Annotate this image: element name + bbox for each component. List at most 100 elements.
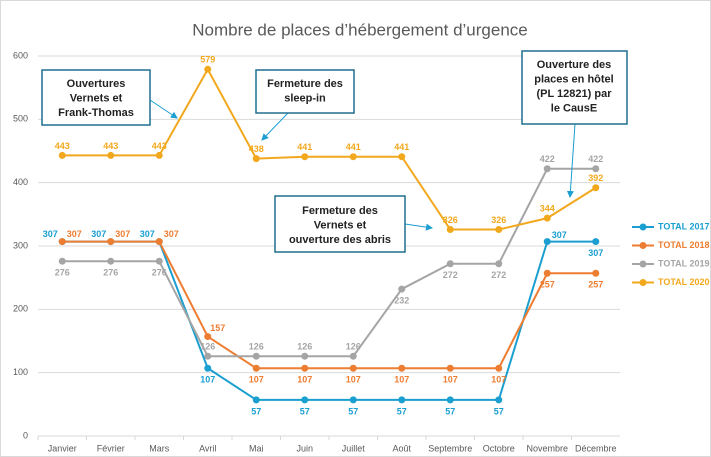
data-point [349, 352, 357, 360]
data-label: 443 [55, 141, 70, 151]
data-point [107, 257, 115, 265]
data-point [398, 153, 406, 161]
y-tick-label: 300 [13, 240, 28, 250]
data-point [592, 269, 600, 277]
legend-label: TOTAL 2017 [658, 221, 710, 231]
annotation-text: places en hôtel [534, 73, 613, 85]
data-point [398, 364, 406, 372]
legend-swatch [639, 242, 647, 249]
x-tick-label: Mars [149, 443, 169, 453]
annotation-text: Ouverture des [537, 59, 612, 71]
data-label: 276 [55, 268, 70, 278]
data-point [204, 352, 212, 360]
data-label: 157 [210, 323, 225, 333]
x-tick-label: Juin [296, 443, 313, 453]
data-label: 422 [540, 154, 555, 164]
data-label: 422 [588, 154, 603, 164]
data-point [446, 396, 454, 404]
data-label: 107 [200, 375, 215, 385]
data-point [349, 364, 357, 372]
legend-swatch [639, 260, 647, 268]
data-point [543, 165, 551, 173]
annotation-box [274, 195, 406, 253]
legend: TOTAL 2017 TOTAL 2018 TOTAL 2019 TOTAL 2020 [632, 221, 710, 287]
data-point [349, 396, 357, 404]
data-point [155, 238, 163, 246]
x-tick-label: Février [97, 443, 125, 453]
annotations: Ouvertures Vernets et Frank-Thomas Fermetur… [41, 50, 628, 253]
data-label: 107 [491, 375, 506, 385]
data-label: 272 [443, 270, 458, 280]
data-label: 326 [491, 215, 506, 225]
data-label: 232 [394, 295, 409, 305]
data-label: 307 [164, 229, 179, 239]
y-tick-label: 0 [23, 430, 28, 440]
data-point [543, 214, 551, 222]
data-point [446, 226, 454, 234]
data-point [398, 285, 406, 293]
legend-label: TOTAL 2019 [658, 258, 710, 268]
y-tick-label: 500 [13, 114, 28, 124]
data-point [495, 364, 503, 372]
data-point [252, 155, 260, 163]
y-tick-label: 200 [13, 304, 28, 314]
data-label: 392 [588, 173, 603, 183]
data-label: 438 [249, 144, 264, 154]
data-label: 57 [397, 406, 407, 416]
data-label: 107 [249, 375, 264, 385]
data-label: 57 [251, 406, 261, 416]
y-tick-label: 100 [13, 367, 28, 377]
data-point [446, 260, 454, 268]
data-label: 57 [348, 406, 358, 416]
arrow [404, 223, 433, 231]
data-label: 276 [103, 268, 118, 278]
chart-title: Nombre de places d’hébergement d’urgence [192, 20, 527, 39]
data-label: 307 [91, 229, 106, 239]
data-label: 443 [103, 141, 118, 151]
data-point [204, 333, 212, 341]
data-label: 579 [200, 55, 215, 65]
annotation-box [255, 69, 355, 114]
data-point [58, 238, 66, 246]
data-label: 126 [346, 342, 361, 352]
x-tick-label: Juillet [342, 443, 366, 453]
annotation-box [521, 50, 628, 125]
data-label: 307 [588, 248, 603, 258]
data-label: 307 [67, 229, 82, 239]
x-tick-label: Octobre [483, 443, 515, 453]
data-point [252, 352, 260, 360]
x-tick-label: Novembre [526, 443, 568, 453]
x-tick-label: Août [392, 443, 411, 453]
data-label: 257 [588, 280, 603, 290]
y-tick-label: 400 [13, 177, 28, 187]
data-point [155, 257, 163, 265]
y-tick-label: 600 [13, 50, 28, 60]
annotation-text: sleep-in [284, 92, 326, 104]
data-point [252, 396, 260, 404]
annotation-text: Vernets et [314, 219, 367, 231]
data-point [446, 364, 454, 372]
data-label: 307 [115, 229, 130, 239]
data-label: 307 [140, 229, 155, 239]
data-point [301, 364, 309, 372]
x-tick-label: Avril [199, 443, 216, 453]
annotation-text: Fermeture des [267, 78, 343, 90]
legend-swatch [639, 279, 647, 286]
data-label: 107 [346, 375, 361, 385]
data-point [592, 238, 600, 246]
series-lines: 307 307 307 107 57 57 57 57 57 57 307 307 307 307 307 1… [43, 55, 604, 417]
data-label: 126 [297, 342, 312, 352]
data-label: 441 [346, 142, 361, 152]
data-label: 276 [152, 268, 167, 278]
data-label: 107 [297, 375, 312, 385]
annotation-text: Fermeture des [302, 205, 378, 217]
annotation-text: (PL 12821) par [536, 88, 612, 100]
data-point [252, 364, 260, 372]
data-point [495, 396, 503, 404]
annotation-text: Ouvertures [67, 78, 126, 90]
arrow [566, 123, 576, 198]
data-label: 307 [552, 230, 567, 240]
data-point [204, 65, 212, 73]
data-label: 441 [297, 142, 312, 152]
